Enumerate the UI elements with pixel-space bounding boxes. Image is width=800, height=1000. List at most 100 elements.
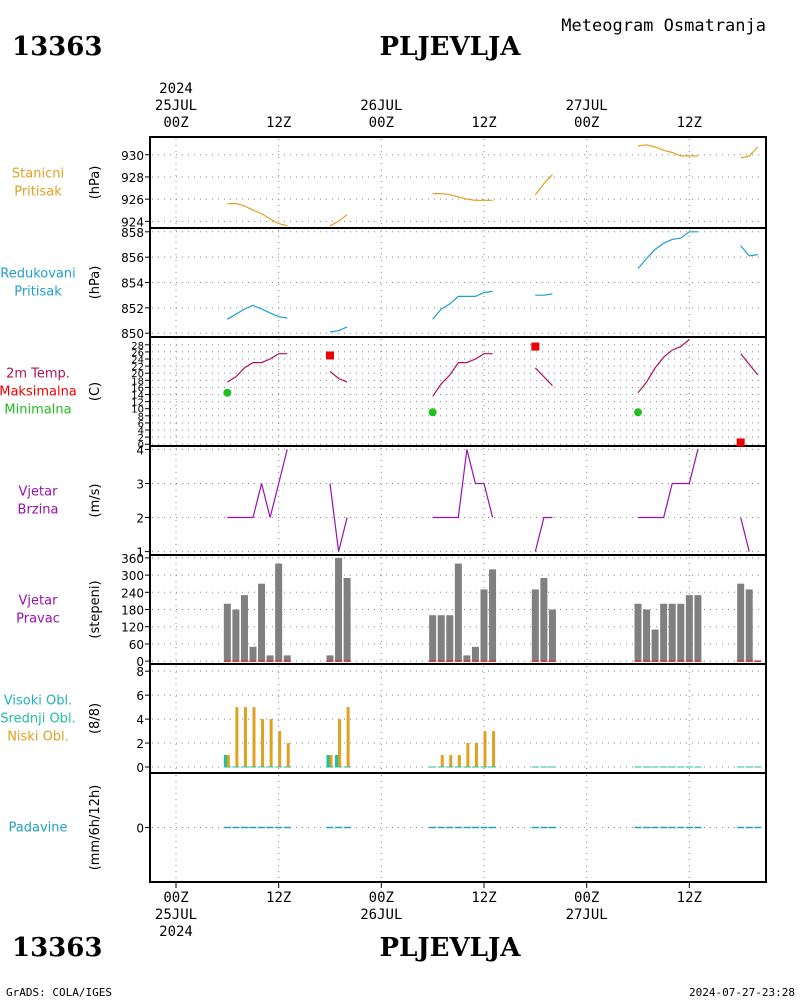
series-line [329, 214, 348, 227]
panel-label: Padavine [9, 821, 68, 836]
tmin-marker [634, 408, 642, 417]
panel-label: Stanicni [12, 167, 64, 182]
y-tick-label: 20 [131, 369, 144, 380]
bottom-time-label: 00Z [369, 890, 394, 906]
series-line [226, 304, 288, 320]
series-line [432, 449, 494, 519]
y-tick-label: 18 [131, 376, 144, 387]
direction-bar [531, 589, 539, 662]
chart-frame [149, 136, 767, 883]
y-axis-label: (hPa) [88, 166, 103, 200]
top-time-label: 27JUL [566, 98, 608, 114]
cloud-low-bar [338, 719, 342, 768]
series-line [329, 326, 348, 333]
tmax-marker [531, 342, 540, 351]
direction-bar [694, 595, 702, 662]
y-tick-label: 2 [138, 433, 144, 444]
series-line [637, 144, 698, 157]
series-line [226, 353, 288, 383]
y-tick-label: 28 [131, 341, 144, 352]
y-tick-label: 0 [136, 822, 144, 836]
direction-bar [489, 569, 497, 662]
bottom-time-label: 25JUL [155, 907, 197, 923]
direction-bar [548, 609, 556, 662]
direction-bar [223, 603, 231, 662]
direction-bar [266, 655, 274, 662]
panel-label: Srednji Obl. [0, 712, 75, 727]
tmin-marker [223, 388, 232, 397]
top-time-label: 25JUL [155, 98, 197, 114]
y-tick-label: 16 [131, 383, 144, 394]
series-line [740, 353, 759, 376]
panel-station_pressure: Stanicni Pritisak (hPa) 924 926 928 930 [12, 139, 764, 229]
series-line [740, 245, 758, 257]
cloud-low-bar [474, 743, 478, 768]
bottom-time-label: 12Z [266, 890, 291, 906]
direction-bar [249, 646, 257, 662]
cloud-low-bar [243, 707, 247, 768]
direction-bar [651, 629, 659, 662]
direction-bar [326, 655, 334, 662]
series-line [740, 146, 759, 159]
series-line [534, 367, 553, 387]
direction-bar [454, 563, 462, 662]
y-tick-label: 926 [121, 193, 144, 207]
y-tick-label: 14 [131, 391, 144, 402]
cloud-low-bar [457, 755, 461, 768]
panel-label: Pritisak [14, 185, 62, 200]
direction-bar [540, 577, 548, 662]
series-line [432, 353, 493, 397]
top-time-label: 12Z [677, 115, 702, 131]
series-line [432, 193, 493, 201]
y-axis-label: (stepeni) [88, 580, 103, 638]
y-tick-label: 180 [121, 604, 144, 618]
series-line [534, 516, 553, 552]
series-line [637, 339, 690, 394]
y-tick-label: 1 [136, 546, 144, 560]
direction-bar [677, 603, 685, 662]
year-label-top: 2024 [159, 81, 193, 97]
y-tick-label: 300 [121, 569, 144, 583]
bottom-time-label: 12Z [471, 890, 496, 906]
panel-label: Visoki Obl. [4, 694, 72, 709]
cloud-mid-bar [223, 755, 229, 768]
direction-bar [685, 595, 693, 662]
footer-credit: GrADS: COLA/IGES [6, 986, 112, 999]
y-tick-label: 120 [121, 621, 144, 635]
y-tick-label: 4 [138, 426, 144, 437]
y-tick-label: 924 [121, 215, 144, 229]
y-axis-label: (C) [88, 382, 103, 401]
panel-reduced_pressure: Redukovani Pritisak (hPa) 850 852 854 856 858 [0, 226, 764, 341]
panel-label: Pravac [16, 612, 60, 627]
y-axis-label: (8/8) [88, 703, 103, 734]
series-line [227, 203, 288, 227]
direction-bar [668, 603, 676, 662]
bottom-time-label: 00Z [574, 890, 599, 906]
panel-temperature: 2m Temp.MaksimalnaMinimalna(C)0246810121… [0, 339, 764, 451]
panel-label: Redukovani [0, 267, 75, 282]
direction-bar [437, 615, 445, 662]
direction-bar [258, 583, 266, 662]
y-tick-label: 10 [131, 405, 144, 416]
y-tick-label: 0 [136, 655, 144, 669]
cloud-low-bar [286, 743, 290, 768]
cloud-low-bar [440, 755, 444, 768]
y-axis-label: (hPa) [88, 266, 103, 300]
series-line [329, 483, 348, 552]
series-line [638, 449, 699, 519]
top-time-label: 26JUL [360, 98, 402, 114]
y-tick-label: 8 [138, 412, 144, 423]
series-line [432, 290, 493, 320]
y-tick-label: 0 [138, 440, 144, 451]
y-tick-label: 4 [136, 713, 144, 727]
top-time-label: 00Z [574, 115, 599, 131]
direction-bar [737, 583, 745, 662]
cloud-low-bar [261, 719, 265, 768]
cloud-low-bar [226, 755, 230, 768]
direction-bar [634, 603, 642, 662]
y-tick-label: 12 [131, 398, 144, 409]
series-line [329, 370, 348, 383]
y-axis-label: (mm/6h/12h) [88, 785, 103, 871]
